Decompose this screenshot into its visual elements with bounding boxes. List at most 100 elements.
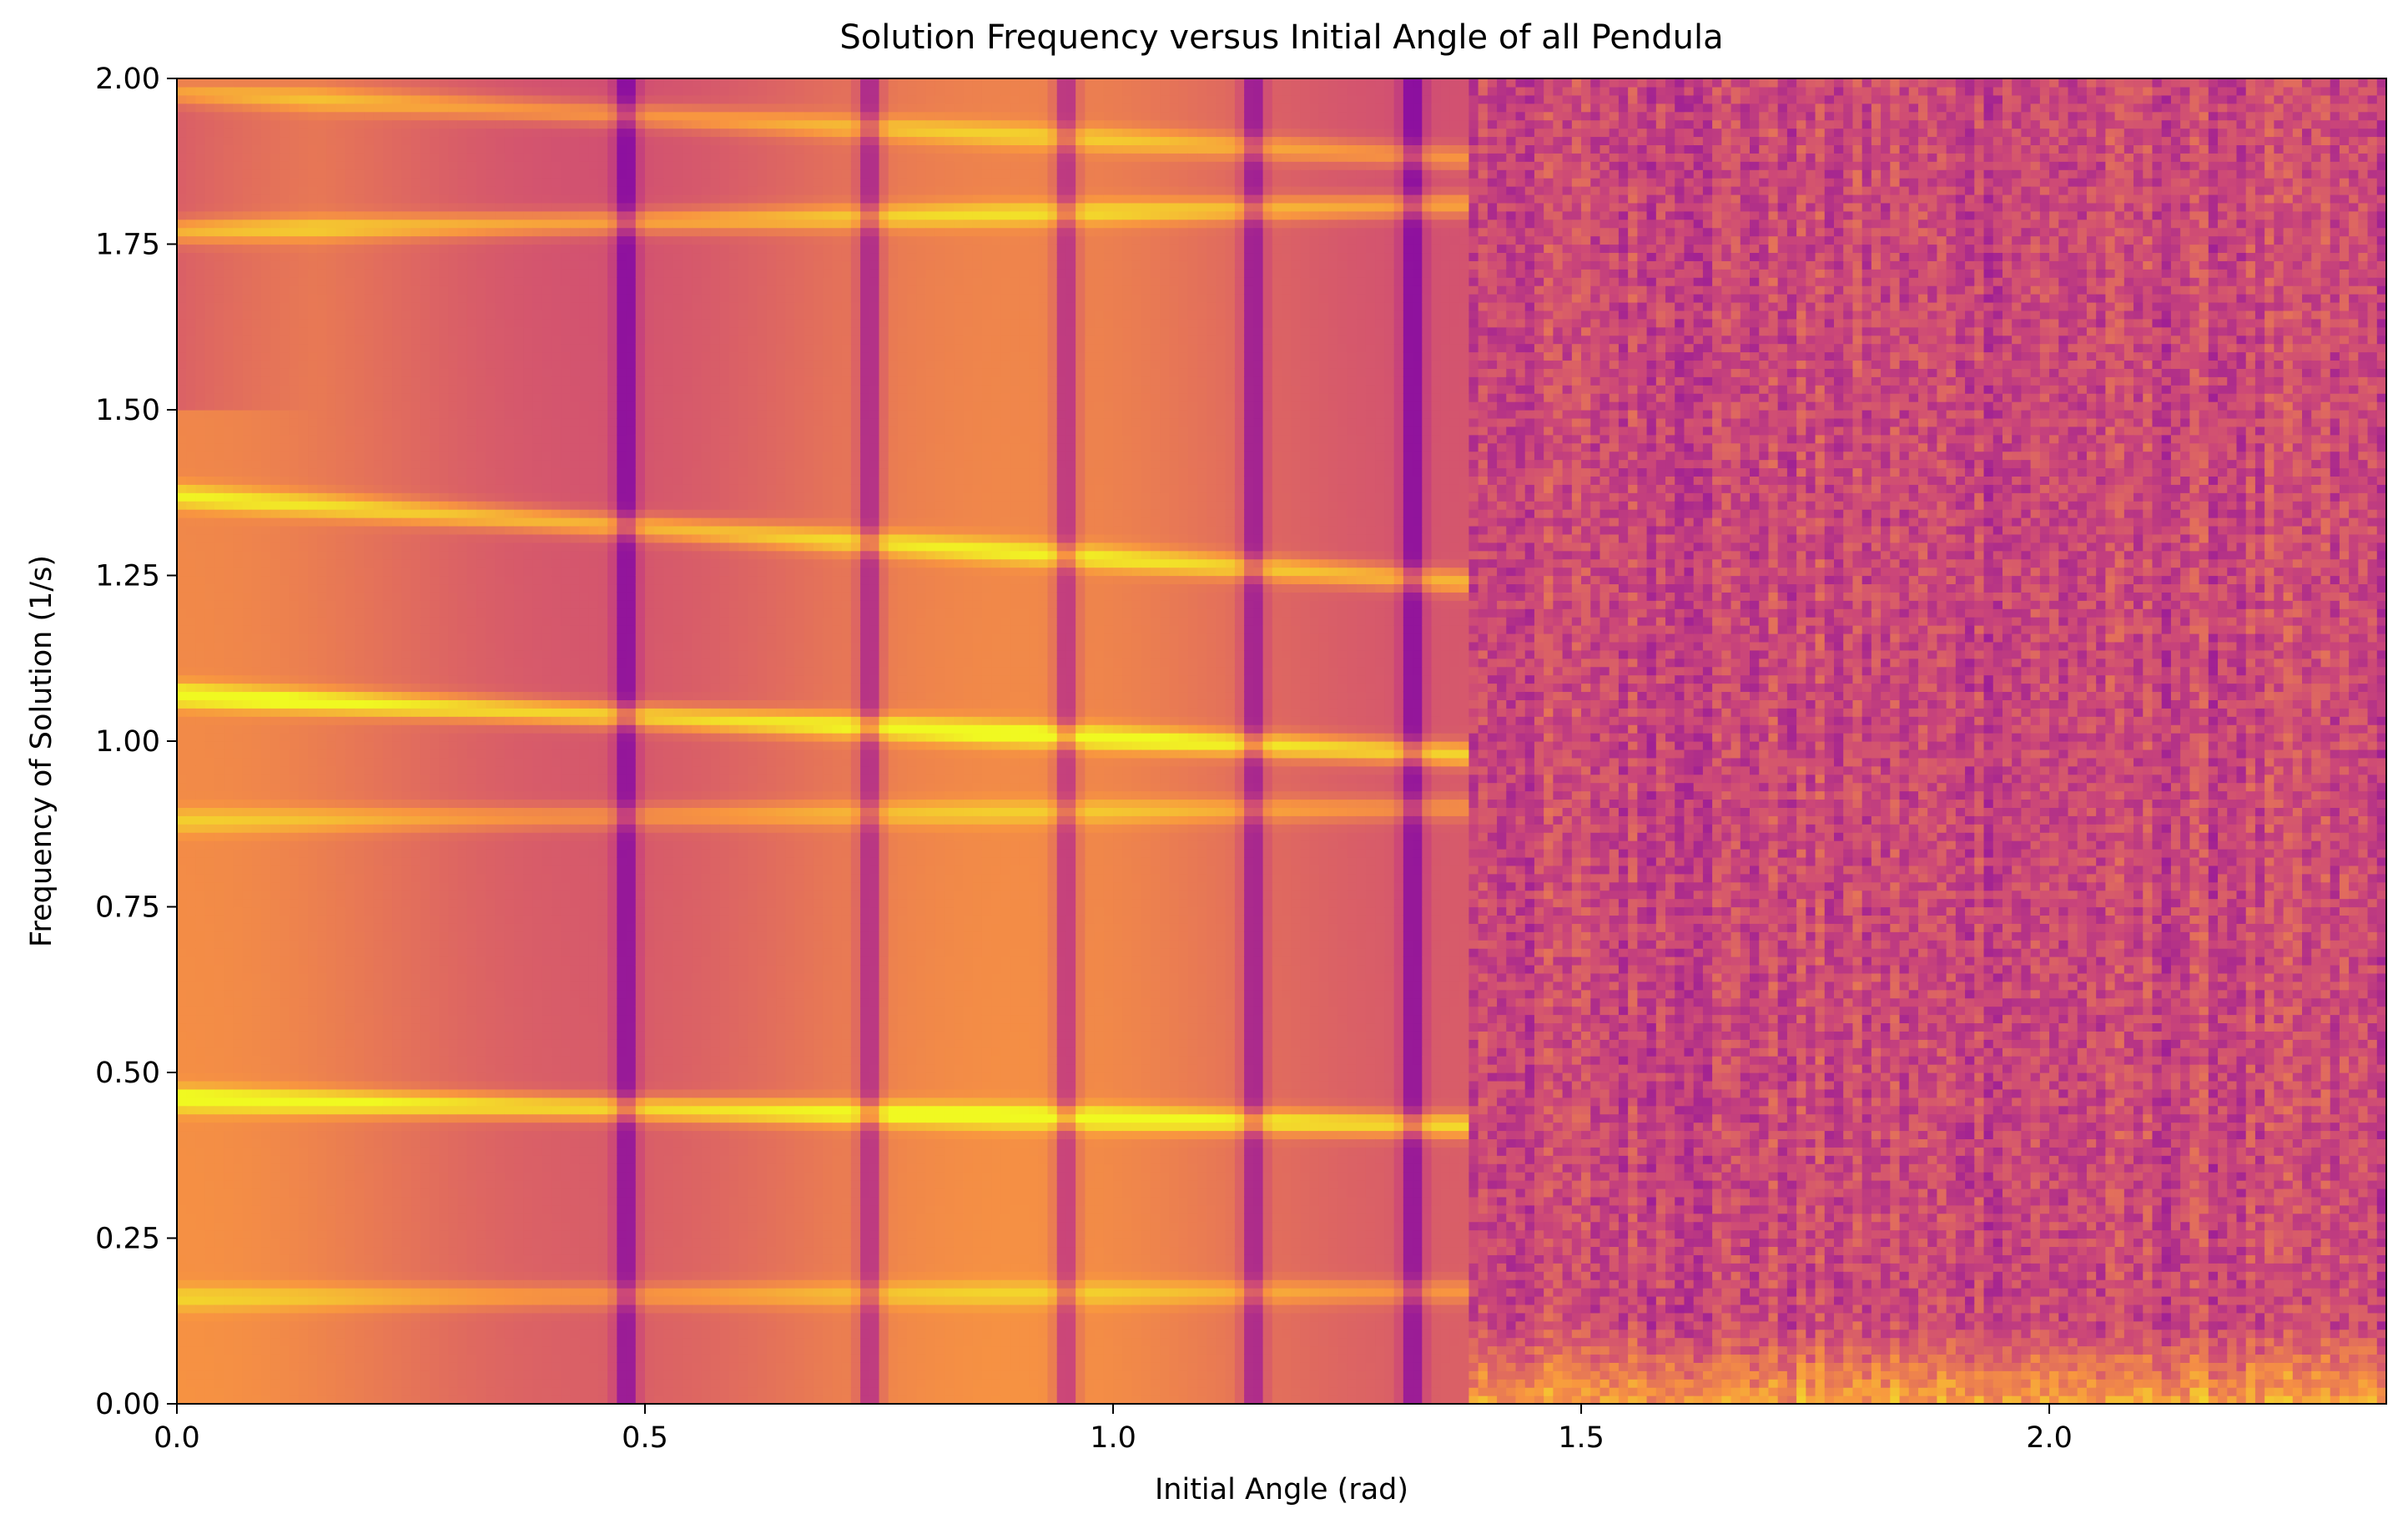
heatmap-cell [195, 1007, 205, 1016]
heatmap-cell [214, 1370, 224, 1380]
heatmap-cell [205, 1130, 215, 1139]
heatmap-cell [243, 775, 253, 784]
heatmap-cell [177, 401, 187, 411]
heatmap-cell [233, 667, 243, 676]
heatmap-cell [177, 1197, 187, 1206]
heatmap-cell [205, 956, 215, 966]
heatmap-cell [224, 1239, 234, 1248]
heatmap-cell [243, 327, 253, 336]
heatmap-cell [177, 385, 187, 394]
heatmap-cell [177, 460, 187, 469]
heatmap-cell [205, 1064, 215, 1073]
heatmap-cell [177, 178, 187, 187]
heatmap-cell [233, 1022, 243, 1032]
heatmap-cell [195, 1106, 205, 1115]
heatmap-cell [233, 832, 243, 841]
heatmap-cell [195, 467, 205, 477]
heatmap-cell [177, 484, 187, 493]
heatmap-cell [233, 576, 243, 585]
heatmap-cell [224, 1230, 234, 1239]
heatmap-cell [186, 360, 196, 369]
heatmap-cell [177, 1214, 187, 1223]
heatmap-cell [252, 1354, 262, 1363]
heatmap-cell [214, 799, 224, 808]
heatmap-cell [177, 1188, 187, 1198]
heatmap-cell [224, 633, 234, 643]
heatmap-cell [177, 981, 187, 991]
heatmap-cell [186, 542, 196, 552]
heatmap-cell [233, 245, 243, 254]
heatmap-cell [177, 534, 187, 543]
heatmap-cell [252, 1346, 262, 1355]
heatmap-cell [205, 129, 215, 138]
heatmap-cell [214, 252, 224, 261]
heatmap-cell [214, 840, 224, 850]
heatmap-cell [195, 758, 205, 767]
heatmap-cell [243, 699, 253, 709]
heatmap-cell [224, 492, 234, 502]
heatmap-cell [233, 1296, 243, 1305]
heatmap-cell [214, 203, 224, 212]
heatmap-cell [195, 708, 205, 717]
heatmap-cell [186, 617, 196, 626]
heatmap-cell [252, 1022, 262, 1032]
heatmap-cell [233, 211, 243, 220]
heatmap-cell [224, 1188, 234, 1198]
heatmap-cell [252, 336, 262, 345]
heatmap-cell [252, 824, 262, 833]
heatmap-cell [186, 336, 196, 345]
heatmap-cell [243, 1106, 253, 1115]
heatmap-cell [214, 492, 224, 502]
heatmap-cell [243, 716, 253, 725]
heatmap-cell [243, 749, 253, 759]
heatmap-cell [224, 178, 234, 187]
heatmap-cell [195, 368, 205, 377]
heatmap-cell [233, 1031, 243, 1040]
heatmap-cell [186, 1072, 196, 1082]
heatmap-cell [243, 211, 253, 220]
heatmap-cell [233, 791, 243, 800]
heatmap-cell [205, 211, 215, 220]
heatmap-cell [243, 1214, 253, 1223]
heatmap-cell [186, 799, 196, 808]
heatmap-cell [233, 1056, 243, 1065]
heatmap-cell [205, 1031, 215, 1040]
heatmap-cell [177, 990, 187, 999]
heatmap-cell [243, 1354, 253, 1363]
heatmap-cell [186, 1031, 196, 1040]
heatmap-cell [233, 815, 243, 825]
heatmap-cell [233, 360, 243, 369]
heatmap-cell [214, 112, 224, 121]
heatmap-cell [233, 659, 243, 668]
heatmap-cell [243, 194, 253, 204]
heatmap-cell [214, 87, 224, 96]
heatmap-cell [224, 526, 234, 535]
heatmap-cell [195, 600, 205, 609]
heatmap-cell [205, 501, 215, 510]
heatmap-cell [224, 443, 234, 452]
heatmap-cell [233, 252, 243, 261]
heatmap-cell [205, 336, 215, 345]
heatmap-cell [177, 783, 187, 792]
heatmap-cell [195, 203, 205, 212]
heatmap-cell [186, 948, 196, 957]
heatmap-cell [205, 1098, 215, 1107]
heatmap-cell [205, 973, 215, 982]
heatmap-cell [195, 650, 205, 659]
heatmap-cell [205, 1296, 215, 1305]
heatmap-cell [195, 294, 205, 303]
heatmap-cell [233, 112, 243, 121]
heatmap-cell [224, 998, 234, 1007]
heatmap-cell [205, 592, 215, 601]
heatmap-cell [243, 1222, 253, 1231]
heatmap-cell [205, 1197, 215, 1206]
heatmap-cell [214, 1214, 224, 1223]
heatmap-cell [233, 220, 243, 229]
heatmap-cell [214, 965, 224, 974]
heatmap-cell [195, 551, 205, 560]
heatmap-cell [224, 1155, 234, 1164]
heatmap-cell [224, 376, 234, 386]
heatmap-cell [186, 1330, 196, 1339]
heatmap-cell [195, 915, 205, 924]
heatmap-cell [233, 169, 243, 179]
